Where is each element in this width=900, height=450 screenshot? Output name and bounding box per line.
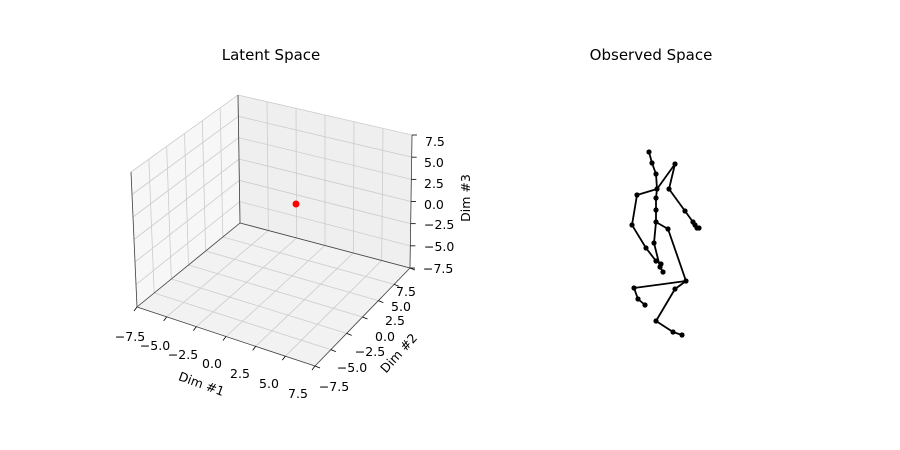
y-tick-label: 5.0 xyxy=(391,299,411,314)
skeleton-joint xyxy=(653,219,659,225)
skeleton-bone xyxy=(653,221,657,244)
skeleton-joint xyxy=(696,225,702,231)
skeleton-joint xyxy=(654,186,660,192)
skeleton-bone xyxy=(631,194,638,226)
skeleton-joint xyxy=(634,192,640,198)
x-tick-label: 7.5 xyxy=(288,386,308,401)
x-tick-label: −5.0 xyxy=(140,338,170,353)
x-axis-label: Dim #1 xyxy=(177,369,227,399)
x-tick-label: 0.0 xyxy=(202,356,222,371)
skeleton-joint xyxy=(635,296,641,302)
skeleton-bone xyxy=(655,288,676,322)
observed-space-title: Observed Space xyxy=(590,46,713,64)
z-tick-label: 5.0 xyxy=(424,155,444,170)
skeleton-joint xyxy=(672,286,678,292)
skeleton-bone xyxy=(631,224,647,249)
z-tick-label: −5.0 xyxy=(424,239,454,254)
y-tick-mark xyxy=(409,267,416,271)
skeleton-joint xyxy=(679,332,685,338)
z-tick-label: 2.5 xyxy=(424,176,444,191)
floor-pane xyxy=(137,223,410,366)
axis-edge xyxy=(239,222,411,269)
x-tick-mark xyxy=(163,316,167,322)
skeleton-bone xyxy=(656,163,676,190)
y-tick-mark xyxy=(314,365,321,369)
skeleton-joint xyxy=(653,318,659,324)
y-tick-mark xyxy=(394,283,400,287)
z-tick-label: 7.5 xyxy=(425,134,445,149)
x-tick-mark xyxy=(282,355,286,361)
skeleton-bone xyxy=(633,280,687,289)
skeleton-bone xyxy=(667,228,687,282)
skeleton-joint xyxy=(631,285,637,291)
x-tick-label: 5.0 xyxy=(259,376,279,391)
z-axis-label: Dim #3 xyxy=(458,174,473,222)
3d-axes-ticks: −7.5−7.5−7.5−5.0−5.0−5.0−2.5 −2.5−2.50.00… xyxy=(115,134,455,401)
skeleton-joint xyxy=(683,278,689,284)
skeleton-joint xyxy=(653,171,659,177)
y-tick-label: −7.5 xyxy=(319,379,349,394)
skeleton-joint xyxy=(646,149,652,155)
skeleton-joint xyxy=(682,208,688,214)
y-tick-label: 7.5 xyxy=(396,284,416,299)
skeleton-joint xyxy=(649,160,655,166)
skeleton-joint xyxy=(665,226,671,232)
x-tick-label: −2.5 xyxy=(168,347,198,362)
y-tick-label: 2.5 xyxy=(385,313,405,328)
y-tick-mark xyxy=(330,349,336,353)
left-pane xyxy=(131,95,240,307)
z-tick-label: −2.5 xyxy=(424,217,454,232)
z-tick-label: 0.0 xyxy=(424,197,444,212)
skeleton-joint xyxy=(653,195,659,201)
skeleton-joint xyxy=(660,269,666,275)
latent-points xyxy=(292,200,300,208)
skeleton-bone xyxy=(645,247,657,262)
latent-point xyxy=(292,200,300,208)
y-tick-label: −2.5 xyxy=(355,344,385,359)
skeleton-joint xyxy=(653,258,659,264)
axis-edge xyxy=(237,94,241,224)
skeleton-bone xyxy=(668,163,676,190)
skeleton-joint xyxy=(666,186,672,192)
y-tick-mark xyxy=(346,332,352,336)
axis-edge xyxy=(136,222,241,308)
y-tick-label: −5.0 xyxy=(337,360,367,375)
skeleton-bone xyxy=(636,188,658,196)
skeleton-joint xyxy=(653,207,659,213)
skeleton-joint xyxy=(629,222,635,228)
latent-space-title: Latent Space xyxy=(222,46,321,64)
skeleton-bone xyxy=(655,320,674,333)
skeleton-joint xyxy=(658,261,664,267)
x-tick-label: 2.5 xyxy=(230,366,250,381)
z-tick-label: −7.5 xyxy=(423,261,453,276)
x-tick-mark xyxy=(193,326,197,331)
skeleton-bone xyxy=(668,188,686,212)
x-tick-mark xyxy=(311,365,316,371)
skeleton-joint xyxy=(672,161,678,167)
x-tick-mark xyxy=(133,306,138,312)
skeleton-joint xyxy=(651,240,657,246)
y-tick-label: 0.0 xyxy=(375,329,395,344)
x-tick-label: −7.5 xyxy=(115,329,145,344)
y-tick-mark xyxy=(378,300,384,304)
3d-axes-panes xyxy=(131,95,412,366)
skeleton-joint xyxy=(642,302,648,308)
x-tick-mark xyxy=(222,336,227,341)
x-tick-mark xyxy=(252,346,256,351)
skeleton-joint xyxy=(670,329,676,335)
skeleton-joint xyxy=(643,245,649,251)
y-tick-mark xyxy=(362,316,368,320)
axis-edge xyxy=(130,171,138,308)
skeleton-figure xyxy=(629,149,702,338)
